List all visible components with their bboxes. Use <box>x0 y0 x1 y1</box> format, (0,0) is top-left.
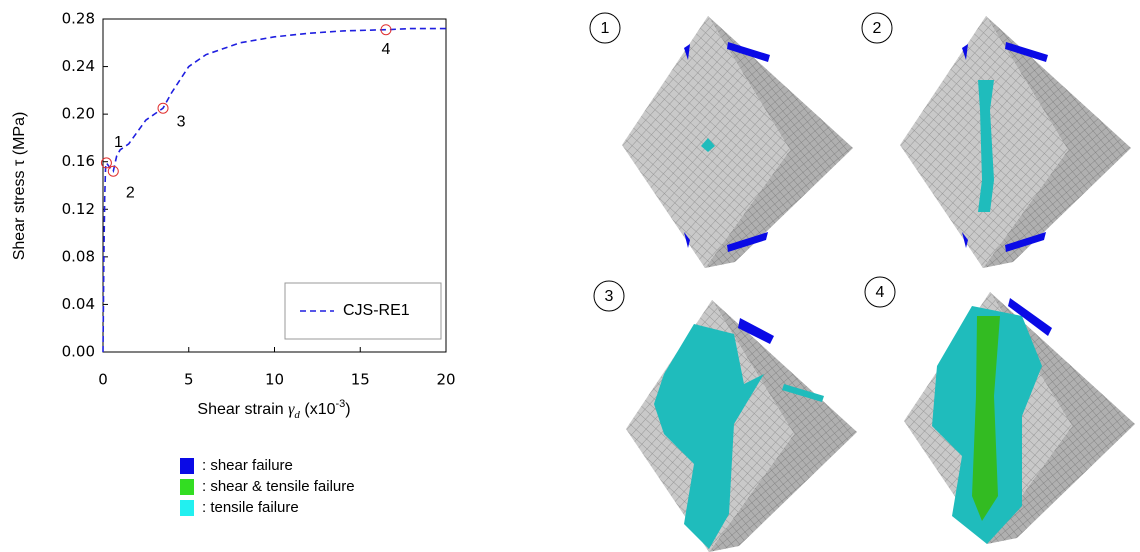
x-axis-label: Shear strain γd (x10-3) <box>197 398 350 421</box>
marker <box>157 102 169 114</box>
marker-label: 1 <box>114 134 123 151</box>
y-axis-label: Shear stress τ (MPa) <box>11 112 28 261</box>
y-tick-label: 0.20 <box>62 105 95 123</box>
panel-badge <box>589 12 621 44</box>
panel-badge <box>593 280 625 312</box>
cube-4 <box>904 292 1135 544</box>
y-tick-label: 0.04 <box>62 295 95 313</box>
y-tick-label: 0.08 <box>62 247 95 265</box>
panel-badge <box>864 276 896 308</box>
cube-1 <box>622 16 853 268</box>
x-tick-label: 15 <box>351 371 370 389</box>
x-label-sup: -3 <box>336 398 346 410</box>
y-tick-label: 0.24 <box>62 57 95 75</box>
failure-label: : shear failure <box>202 457 293 474</box>
marker <box>100 157 112 169</box>
cube-2 <box>900 16 1131 268</box>
failure-swatch <box>180 500 194 516</box>
x-tick-label: 5 <box>184 371 194 389</box>
marker-label: 2 <box>126 184 135 201</box>
y-tick-label: 0.12 <box>62 200 95 218</box>
x-tick-label: 20 <box>436 371 455 389</box>
line-series <box>102 27 446 353</box>
marker <box>107 165 119 177</box>
panel-label: 1 <box>601 20 610 37</box>
x-label-close: ) <box>345 401 350 418</box>
x-label-unit: (x10 <box>300 401 336 418</box>
y-tick-label: 0.00 <box>62 343 95 361</box>
x-tick-label: 10 <box>265 371 284 389</box>
x-label-text: Shear strain <box>197 401 288 418</box>
panel-label: 2 <box>873 20 882 37</box>
panel-label: 4 <box>876 284 885 301</box>
marker-label: 3 <box>177 113 186 130</box>
x-label-sub: d <box>294 409 300 421</box>
failure-swatch <box>180 458 194 474</box>
x-tick-label: 0 <box>98 371 108 389</box>
panel-badge <box>861 12 893 44</box>
marker-label: 4 <box>382 41 391 58</box>
marker <box>380 24 392 36</box>
cube-3 <box>626 300 857 552</box>
failure-label: : shear & tensile failure <box>202 478 355 495</box>
y-tick-label: 0.16 <box>62 152 95 170</box>
y-tick-label: 0.28 <box>62 10 95 28</box>
x-label-symbol: γ <box>288 401 295 418</box>
panel-label: 3 <box>605 288 614 305</box>
failure-label: : tensile failure <box>202 499 299 516</box>
failure-swatch <box>180 479 194 495</box>
legend-label: CJS-RE1 <box>343 302 410 319</box>
